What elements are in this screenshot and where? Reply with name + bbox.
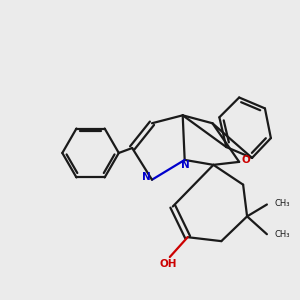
Text: N: N <box>181 160 190 170</box>
Text: OH: OH <box>160 260 177 269</box>
Text: CH₃: CH₃ <box>274 230 290 239</box>
Text: N: N <box>142 172 151 182</box>
Text: O: O <box>241 155 250 165</box>
Text: CH₃: CH₃ <box>274 199 290 208</box>
